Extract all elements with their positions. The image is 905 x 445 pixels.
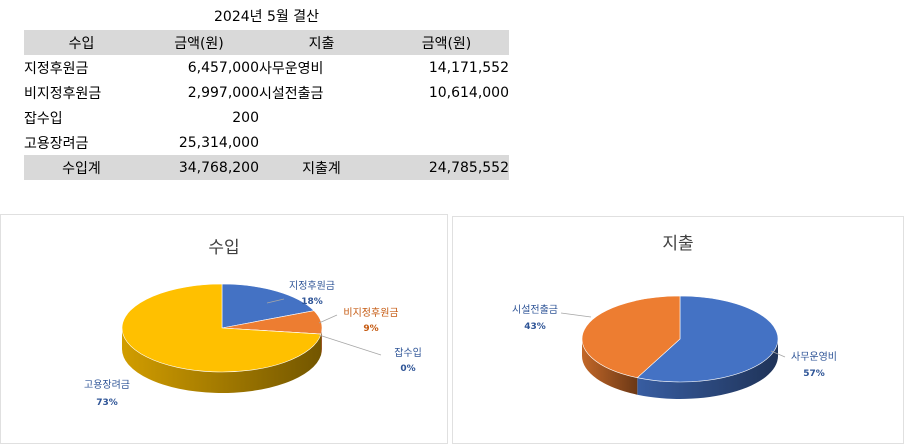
- header-income: 수입: [24, 30, 139, 55]
- income-amount: 25,314,000: [178, 134, 259, 151]
- expense-total-amount: 24,785,552: [384, 155, 509, 180]
- slice-category-label: 잡수입: [394, 346, 422, 359]
- header-income-amount: 금액(원): [139, 30, 259, 55]
- header-expense: 지출: [259, 30, 384, 55]
- slice-percent-label: 73%: [96, 398, 118, 408]
- expense-item: [259, 130, 384, 155]
- slice-percent-label: 0%: [400, 364, 415, 374]
- table-row: 지정후원금 6,457,000 사무운영비 14,171,552: [24, 55, 509, 80]
- slice-category-label: 사무운영비: [791, 351, 837, 363]
- pie-slice-side-4: [122, 328, 322, 394]
- income-item: 비지정후원금: [24, 85, 102, 102]
- income-item: 고용장려금: [24, 135, 89, 152]
- chart-title: 지출: [662, 234, 693, 254]
- pie-side-walls: [582, 339, 778, 399]
- slice-percent-label: 9%: [363, 324, 378, 334]
- pie-slice-1: [221, 283, 315, 329]
- pie-slice-4: [121, 283, 322, 373]
- expense-item: 사무운영비: [259, 60, 324, 77]
- expense-total-label: 지출계: [259, 155, 384, 180]
- settlement-table: 수입 금액(원) 지출 금액(원) 지정후원금 6,457,000 사무운영비 …: [24, 30, 509, 180]
- chart-title: 수입: [208, 238, 239, 258]
- income-total-amount: 34,768,200: [139, 155, 259, 180]
- leader-line: [770, 350, 786, 358]
- slice-percent-label: 18%: [301, 297, 323, 307]
- expense-amount: 10,614,000: [428, 84, 509, 101]
- table-header-row: 수입 금액(원) 지출 금액(원): [24, 30, 509, 55]
- leader-line: [266, 298, 285, 304]
- slice-category-label: 지정후원금: [289, 280, 335, 292]
- header-expense-amount: 금액(원): [384, 30, 509, 55]
- income-amount: 2,997,000: [187, 84, 259, 101]
- expense-amount: [384, 130, 509, 155]
- expense-item: [259, 105, 384, 130]
- leader-line: [318, 314, 338, 324]
- leader-line: [318, 334, 382, 356]
- expense-item: 시설전출금: [259, 85, 324, 102]
- table-row: 고용장려금 25,314,000: [24, 130, 509, 155]
- pie-slice-1: [636, 295, 779, 383]
- pie-slice-side-2: [582, 339, 638, 395]
- slice-category-label: 고용장려금: [84, 379, 130, 391]
- slice-percent-label: 43%: [524, 322, 546, 332]
- pie-slice-side-2: [321, 328, 322, 356]
- pie-slice-side-1: [637, 339, 778, 399]
- expense-amount: [384, 105, 509, 130]
- table-total-row: 수입계 34,768,200 지출계 24,785,552: [24, 155, 509, 180]
- slice-category-label: 비지정후원금: [343, 307, 398, 319]
- leader-line: [560, 312, 592, 318]
- slice-percent-label: 57%: [803, 369, 825, 379]
- income-item: 잡수입: [24, 110, 63, 127]
- income-total-label: 수입계: [24, 155, 139, 180]
- expense-amount: 14,171,552: [428, 59, 509, 76]
- slice-category-label: 시설전출금: [512, 304, 558, 316]
- income-item: 지정후원금: [24, 60, 89, 77]
- pie-side-walls: [122, 328, 322, 394]
- pie-slice-2: [581, 295, 681, 379]
- table-row: 비지정후원금 2,997,000 시설전출금 10,614,000: [24, 80, 509, 105]
- settlement-title: 2024년 5월 결산: [214, 9, 319, 25]
- table-row: 잡수입 200: [24, 105, 509, 130]
- income-amount: 6,457,000: [187, 59, 259, 76]
- income-amount: 200: [232, 109, 259, 126]
